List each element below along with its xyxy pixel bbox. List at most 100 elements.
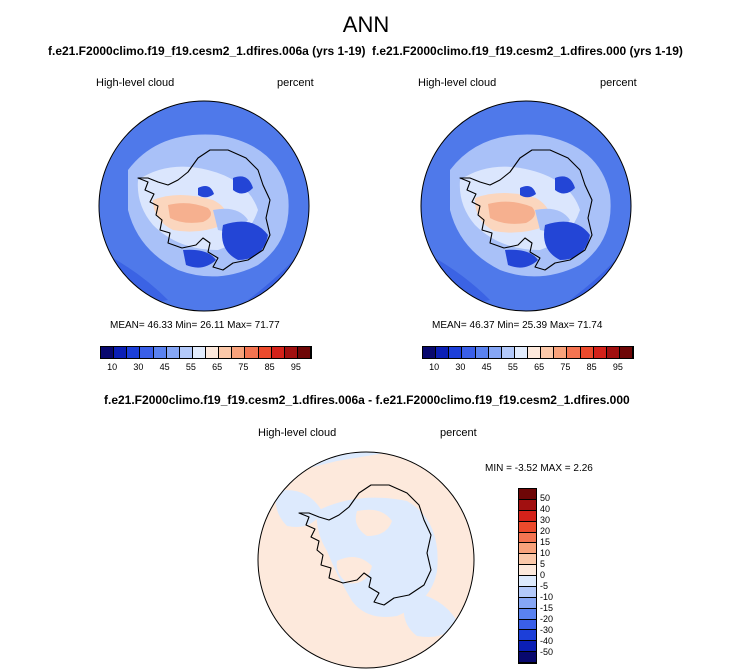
colorbar-swatch <box>593 347 607 358</box>
colorbar-tick-label: 0 <box>540 570 546 581</box>
colorbar-swatch <box>519 521 536 533</box>
case2-mean-value: 46.37 <box>469 320 495 331</box>
colorbar-swatch <box>519 554 536 566</box>
case1-mean-label: MEAN= <box>110 320 145 331</box>
colorbar-tick-label: 45 <box>481 362 492 372</box>
colorbar-swatch <box>140 347 154 358</box>
case1-max-value: 71.77 <box>254 320 280 331</box>
colorbar-tick-label: 30 <box>540 515 551 526</box>
case2-stats: MEAN= 46.37 Min= 25.39 Max= 71.74 <box>432 320 602 331</box>
colorbar-swatch <box>519 543 536 555</box>
diff-max-label: MAX = <box>540 463 571 474</box>
colorbar-swatch <box>179 347 193 358</box>
diff-max-value: 2.26 <box>573 463 593 474</box>
case2-max-value: 71.74 <box>577 320 603 331</box>
case1-variable-label: High-level cloud <box>96 77 175 89</box>
page-title: ANN <box>342 12 390 37</box>
colorbar-swatch <box>219 347 233 358</box>
diff-min-value: -3.52 <box>514 463 538 474</box>
colorbar-swatch <box>619 347 633 358</box>
colorbar-tick-label: 20 <box>540 526 551 537</box>
case1-mean-value: 46.33 <box>147 320 173 331</box>
diff-colorbar <box>518 488 537 664</box>
colorbar-tick-label: 95 <box>612 362 623 372</box>
colorbar-swatch <box>488 347 502 358</box>
colorbar-tick-label: -15 <box>540 602 554 613</box>
colorbar-swatch <box>449 347 463 358</box>
colorbar-swatch <box>541 347 555 358</box>
case1-title: f.e21.F2000climo.f19_f19.cesm2_1.dfires.… <box>48 44 366 58</box>
colorbar-tick-label: -30 <box>540 624 554 635</box>
colorbar-swatch <box>232 347 246 358</box>
colorbar-swatch <box>519 586 536 598</box>
colorbar-swatch <box>528 347 542 358</box>
colorbar-swatch <box>519 630 536 642</box>
colorbar-tick-label: 40 <box>540 504 551 515</box>
case2-title: f.e21.F2000climo.f19_f19.cesm2_1.dfires.… <box>372 44 683 58</box>
colorbar-tick-label: -40 <box>540 635 554 646</box>
colorbar-swatch <box>606 347 620 358</box>
colorbar-swatch <box>519 532 536 544</box>
case1-stats: MEAN= 46.33 Min= 26.11 Max= 71.77 <box>110 320 280 331</box>
colorbar-tick-label: -5 <box>540 580 549 591</box>
colorbar-swatch <box>519 499 536 511</box>
colorbar-swatch <box>519 565 536 576</box>
colorbar-swatch <box>514 347 528 358</box>
colorbar-tick-label: 10 <box>540 548 551 559</box>
colorbar-tick-label: -20 <box>540 613 554 624</box>
colorbar-tick-label: -50 <box>540 646 554 657</box>
colorbar-swatch <box>423 347 437 358</box>
colorbar-swatch <box>271 347 285 358</box>
colorbar-swatch <box>519 489 536 500</box>
colorbar-swatch <box>192 347 206 358</box>
case2-map <box>420 100 632 312</box>
colorbar-swatch <box>297 347 311 358</box>
colorbar-tick-label: 85 <box>586 362 597 372</box>
colorbar-tick-label: 10 <box>107 362 118 372</box>
colorbar-swatch <box>580 347 594 358</box>
colorbar-tick-label: 30 <box>133 362 144 372</box>
colorbar-tick-label: 65 <box>212 362 223 372</box>
case2-units-label: percent <box>600 77 637 89</box>
colorbar-swatch <box>475 347 489 358</box>
case2-variable-label: High-level cloud <box>418 77 497 89</box>
colorbar-swatch <box>166 347 180 358</box>
colorbar-tick-label: 75 <box>238 362 249 372</box>
colorbar-swatch <box>436 347 450 358</box>
colorbar-swatch <box>206 347 220 358</box>
case2-min-label: Min= <box>497 320 520 331</box>
colorbar-tick-label: 15 <box>540 537 551 548</box>
case1-map <box>98 100 310 312</box>
colorbar-swatch <box>519 652 536 663</box>
colorbar-swatch <box>114 347 128 358</box>
colorbar-swatch <box>567 347 581 358</box>
diff-map <box>257 451 475 669</box>
case1-min-value: 26.11 <box>200 320 225 331</box>
colorbar-swatch <box>258 347 272 358</box>
colorbar-swatch <box>554 347 568 358</box>
colorbar-tick-label: 95 <box>290 362 301 372</box>
diff-colorbar-ticks: 50 40 30 20 15 10 5 0 -5 -10 -15 -20 -30 -40 -50 <box>540 488 553 662</box>
colorbar-swatch <box>501 347 515 358</box>
case1-colorbar <box>100 346 312 359</box>
case1-max-label: Max= <box>227 320 252 331</box>
colorbar-swatch <box>153 347 167 358</box>
case2-max-label: Max= <box>549 320 575 331</box>
colorbar-tick-label: 45 <box>159 362 170 372</box>
diff-variable-label: High-level cloud <box>258 427 337 439</box>
case2-map-contours <box>421 101 631 311</box>
diff-title: f.e21.F2000climo.f19_f19.cesm2_1.dfires.… <box>104 393 630 407</box>
diff-stats: MIN = -3.52 MAX = 2.26 <box>485 463 593 474</box>
colorbar-tick-label: 55 <box>507 362 518 372</box>
colorbar-swatch <box>519 641 536 653</box>
colorbar-swatch <box>519 597 536 609</box>
case2-colorbar <box>422 346 634 359</box>
case2-mean-label: MEAN= <box>432 320 467 331</box>
colorbar-tick-label: 55 <box>185 362 196 372</box>
colorbar-swatch <box>519 510 536 522</box>
case1-units-label: percent <box>277 77 314 89</box>
case1-min-label: Min= <box>175 320 198 331</box>
colorbar-tick-label: -10 <box>540 591 554 602</box>
colorbar-swatch <box>519 608 536 620</box>
colorbar-tick-label: 5 <box>540 559 546 570</box>
